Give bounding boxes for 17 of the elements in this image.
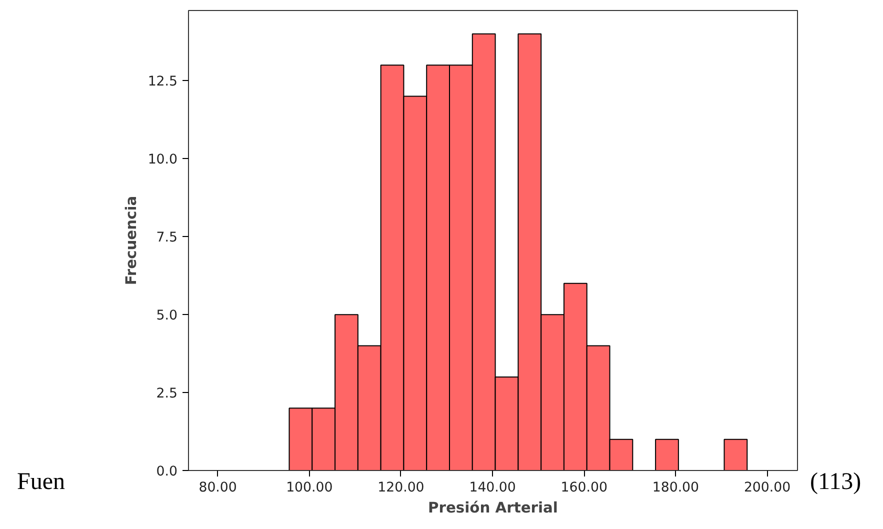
x-tick-label: 200.00 xyxy=(744,480,791,496)
x-tick-label: 100.00 xyxy=(286,480,333,496)
y-tick-label: 5.0 xyxy=(156,308,178,324)
x-tick-label: 80.00 xyxy=(198,480,237,496)
x-tick-label: 120.00 xyxy=(378,480,424,496)
y-tick-label: 2.5 xyxy=(156,386,178,402)
y-tick-label: 10.0 xyxy=(148,152,178,168)
x-tick-label: 180.00 xyxy=(652,480,700,496)
y-tick-label: 0.0 xyxy=(156,464,178,480)
text: Fuen xyxy=(17,468,65,497)
y-axis-title: Frecuencia xyxy=(122,196,140,286)
y-tick-label: 12.5 xyxy=(148,74,178,90)
x-tick-label: 140.00 xyxy=(469,480,516,496)
y-tick-label: 7.5 xyxy=(156,230,178,246)
text: (113) xyxy=(810,468,862,497)
x-tick-label: 160.00 xyxy=(560,480,608,496)
x-axis-title: Presión Arterial xyxy=(428,500,558,516)
